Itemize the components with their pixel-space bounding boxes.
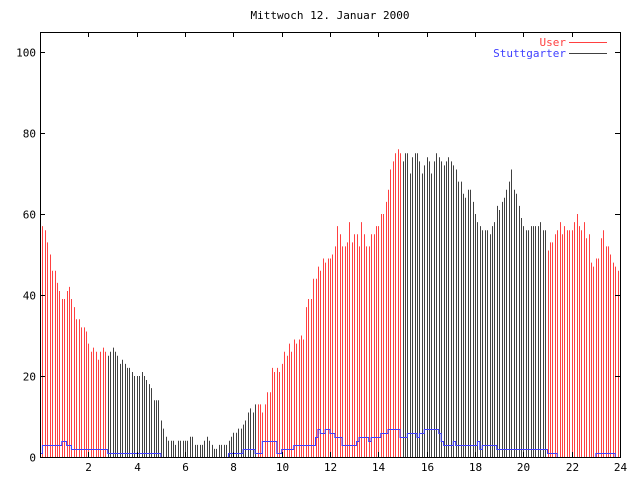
y-tick-label: 0	[29, 452, 36, 465]
x-tick-label: 18	[469, 461, 482, 474]
x-tick-label: 22	[566, 461, 579, 474]
x-tick-label: 12	[324, 461, 337, 474]
x-tick-label: 4	[134, 461, 141, 474]
x-tick-label: 2	[85, 461, 92, 474]
y-tick-label: 100	[16, 47, 36, 60]
x-tick-label: 6	[182, 461, 189, 474]
x-tick-label: 24	[614, 461, 628, 474]
user-bars	[40, 149, 619, 457]
legend-label-user: User	[540, 36, 567, 49]
chart-title: Mittwoch 12. Januar 2000	[251, 9, 410, 22]
y-tick-label: 20	[23, 371, 36, 384]
y-tick-label: 40	[23, 290, 36, 303]
legend: User Stuttgarter	[493, 36, 607, 60]
x-tick-label: 8	[230, 461, 237, 474]
stuttgarter-line	[40, 429, 620, 458]
legend-label-stuttgarter: Stuttgarter	[493, 47, 566, 60]
x-tick-label: 20	[517, 461, 530, 474]
x-tick-label: 10	[276, 461, 289, 474]
y-tick-label: 60	[23, 209, 36, 222]
x-tick-label: 16	[421, 461, 434, 474]
y-tick-label: 80	[23, 128, 36, 141]
x-tick-label: 14	[372, 461, 386, 474]
